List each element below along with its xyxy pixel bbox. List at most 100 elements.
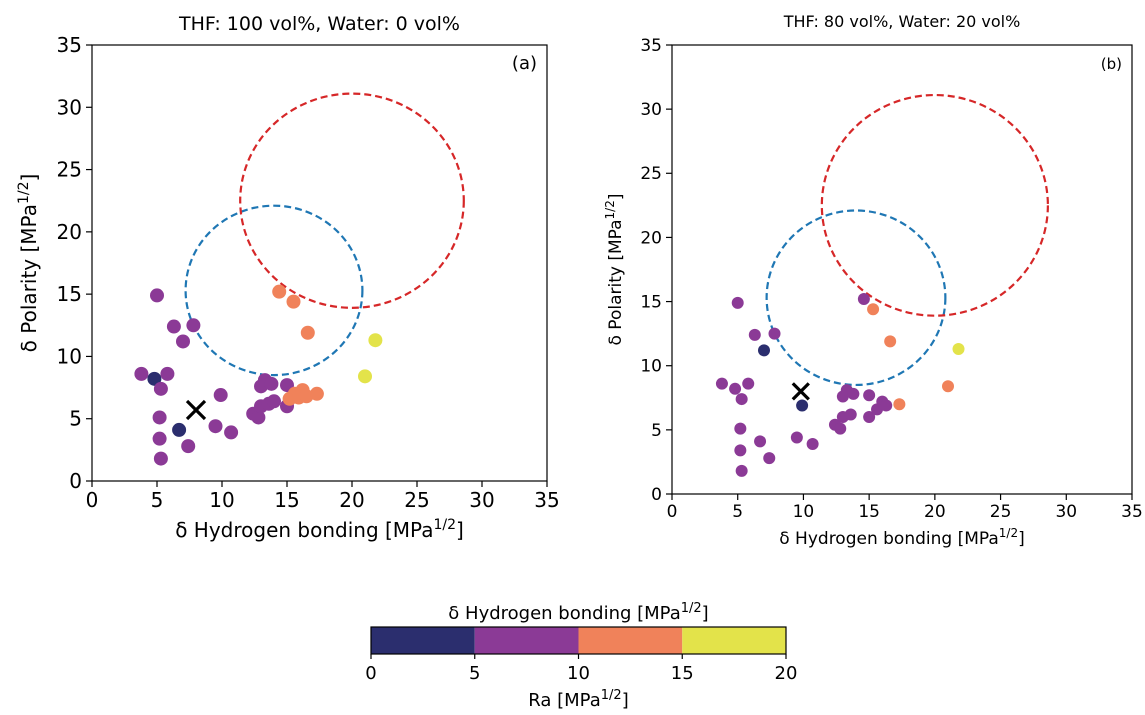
- colorbar: δ Hydrogen bonding [MPa1/2] 0 5 10 15 20 Ra [M…: [365, 601, 797, 712]
- x-tick-label: 5: [151, 488, 164, 512]
- data-point: [893, 398, 906, 411]
- data-point: [134, 366, 149, 381]
- x-tick-label: 10: [793, 502, 815, 522]
- colorbar-tick-label: 20: [775, 663, 798, 684]
- data-point: [748, 328, 761, 341]
- data-point: [884, 335, 897, 348]
- solubility-sphere-blue: [184, 204, 364, 377]
- x-tick-label: 10: [209, 488, 234, 512]
- data-point: [942, 380, 954, 393]
- panel-label: (a): [512, 53, 537, 74]
- y-tick-label: 0: [69, 469, 82, 493]
- data-point: [857, 293, 870, 306]
- y-tick-label: 15: [640, 293, 662, 313]
- data-point: [213, 388, 228, 403]
- data-point: [847, 387, 860, 400]
- colorbar-label: Ra [MPa1/2]: [528, 688, 628, 712]
- y-tick-label: 0: [651, 485, 662, 505]
- data-point: [834, 422, 847, 435]
- data-point: [880, 399, 893, 412]
- colorbar-bin: [578, 627, 683, 654]
- x-tick-label: 15: [274, 488, 299, 512]
- y-tick-label: 15: [57, 282, 82, 306]
- data-point: [763, 452, 776, 465]
- data-point: [952, 343, 965, 356]
- y-tick-label: 35: [57, 33, 82, 57]
- y-tick-label: 10: [57, 344, 82, 368]
- data-point: [735, 393, 748, 406]
- y-tick-label: 25: [640, 164, 662, 184]
- x-tick-label: 20: [924, 502, 946, 522]
- data-point: [758, 344, 770, 357]
- chart-panel-b: THF: 80 vol%, Water: 20 vol% (b) 0 5 10 15 20 2…: [603, 12, 1143, 549]
- data-point: [806, 437, 819, 450]
- data-point: [309, 386, 324, 401]
- chart-panel-a: THF: 100 vol%, Water: 0 vol% (a) 0 5 10 15 20 2…: [16, 13, 560, 542]
- solubility-sphere-red: [239, 92, 465, 309]
- data-point: [152, 410, 167, 425]
- x-tick-label: 0: [667, 502, 678, 522]
- data-point: [768, 327, 781, 340]
- solubility-sphere-red: [820, 93, 1049, 317]
- data-point: [731, 296, 744, 309]
- y-tick-label: 30: [640, 100, 662, 120]
- data-point: [224, 425, 239, 440]
- chart-title: THF: 100 vol%, Water: 0 vol%: [178, 13, 460, 35]
- data-point: [186, 318, 201, 333]
- y-axis-label: δ Polarity [MPa1/2]: [603, 194, 626, 346]
- data-point: [181, 439, 196, 454]
- data-point: [172, 422, 187, 437]
- data-point: [208, 419, 223, 434]
- y-tick-label: 25: [57, 158, 82, 182]
- x-tick-label: 35: [534, 488, 559, 512]
- x-axis-label: δ Hydrogen bonding [MPa1/2]: [779, 526, 1025, 549]
- data-point: [251, 410, 266, 425]
- data-point: [863, 411, 876, 424]
- solvent-marker-x: [185, 399, 207, 421]
- y-tick-label: 10: [640, 357, 662, 377]
- x-tick-label: 25: [404, 488, 429, 512]
- plot-frame: [91, 44, 548, 482]
- data-point: [153, 451, 168, 466]
- colorbar-bin: [371, 627, 475, 654]
- data-point: [844, 408, 857, 421]
- data-point: [150, 288, 164, 303]
- data-point: [286, 294, 301, 309]
- solubility-sphere-blue: [765, 209, 947, 387]
- data-point: [754, 435, 767, 448]
- colorbar-title: δ Hydrogen bonding [MPa1/2]: [448, 601, 708, 625]
- x-tick-label: 25: [990, 502, 1012, 522]
- data-point: [176, 334, 190, 349]
- x-tick-label: 0: [86, 488, 99, 512]
- data-point: [264, 376, 279, 391]
- data-point: [735, 464, 748, 477]
- x-tick-label: 30: [469, 488, 494, 512]
- data-point: [790, 431, 803, 444]
- y-tick-label: 5: [69, 407, 82, 431]
- data-point: [147, 371, 162, 386]
- plot-frame: [671, 44, 1133, 495]
- x-tick-label: 5: [732, 502, 743, 522]
- data-point: [796, 399, 809, 412]
- x-tick-label: 35: [1121, 502, 1143, 522]
- data-point: [166, 319, 181, 334]
- y-tick-label: 20: [57, 220, 82, 244]
- chart-title: THF: 80 vol%, Water: 20 vol%: [783, 12, 1021, 31]
- data-point: [734, 444, 747, 457]
- solvent-marker-x: [791, 382, 810, 401]
- data-point: [368, 333, 383, 348]
- x-tick-label: 30: [1055, 502, 1077, 522]
- data-point: [152, 431, 167, 446]
- y-tick-label: 35: [640, 36, 662, 56]
- data-point: [267, 394, 281, 409]
- data-point: [358, 369, 372, 384]
- data-point: [300, 325, 315, 340]
- data-point: [867, 303, 880, 316]
- data-point: [160, 366, 175, 381]
- colorbar-tick-label: 0: [365, 663, 376, 684]
- x-axis-label: δ Hydrogen bonding [MPa1/2]: [175, 517, 464, 542]
- colorbar-bin: [474, 627, 579, 654]
- y-axis-label: δ Polarity [MPa1/2]: [16, 174, 41, 353]
- x-tick-label: 20: [339, 488, 364, 512]
